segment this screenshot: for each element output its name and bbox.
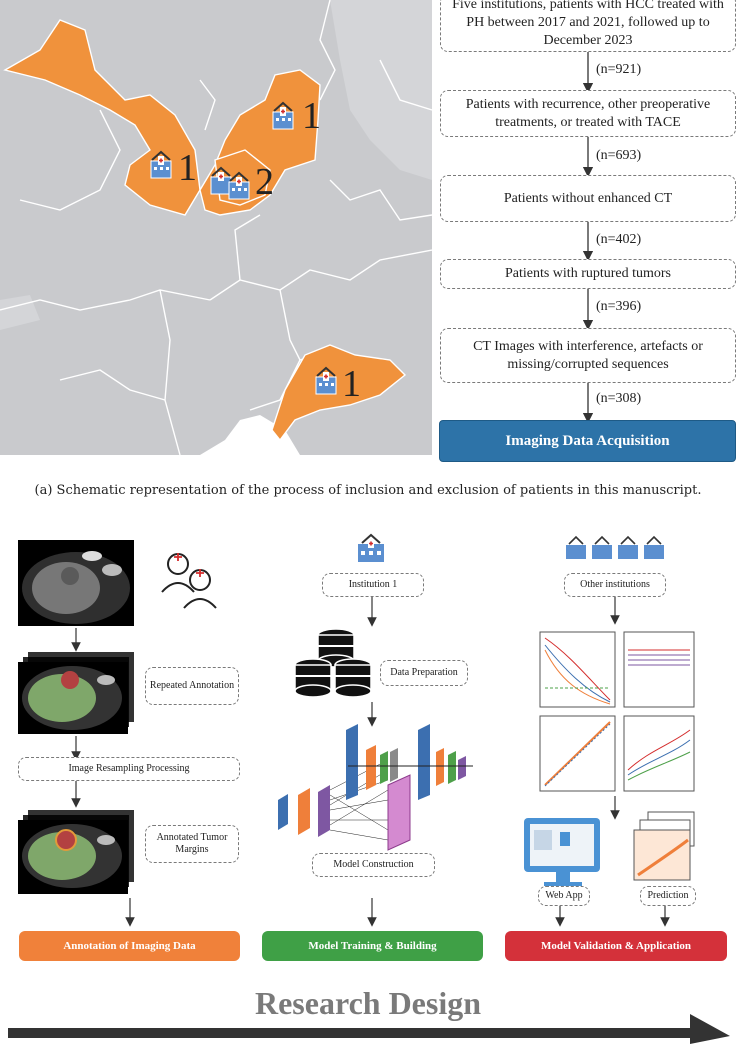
count-2: (n=693) [596, 148, 642, 163]
hospital-icon-3 [210, 166, 232, 195]
stage-validation: Model Validation & Application [505, 931, 727, 961]
other-institutions-box: Other institutions [564, 573, 666, 597]
repeated-annotation-box: Repeated Annotation [145, 667, 239, 705]
web-app-box: Web App [538, 886, 590, 906]
resampling-box: Image Resampling Processing [18, 757, 240, 781]
hospital-icon-2 [150, 150, 172, 179]
flow-step-4: Patients with ruptured tumors [440, 259, 736, 289]
research-design-title: Research Design [254, 985, 482, 1021]
design-arrow [8, 1014, 730, 1044]
ct-scan-margins-stack [18, 810, 134, 894]
hospital-icon-1 [272, 101, 294, 130]
hospital-icon-5 [315, 366, 337, 395]
validation-column-graphics [524, 535, 695, 927]
count-3: (n=402) [596, 232, 642, 247]
flow-step-1: Five institutions, patients with HCC tre… [440, 0, 736, 52]
flow-connectors [582, 52, 594, 424]
web-app-monitor-icon [524, 818, 600, 886]
flow-step-2: Patients with recurrence, other preopera… [440, 90, 736, 137]
prediction-plots-icon [633, 811, 695, 881]
map-base [0, 0, 432, 455]
stage-annotation: Annotation of Imaging Data [19, 931, 240, 961]
count-1: (n=921) [596, 62, 642, 77]
institution-count-3: 2 [255, 161, 274, 203]
flow-step-5: CT Images with interference, artefacts o… [440, 328, 736, 383]
institution-count-4: 1 [342, 363, 361, 405]
institution-count-2: 1 [178, 147, 197, 189]
ct-scan-raw [18, 540, 134, 626]
hospital-icon-4 [228, 171, 250, 200]
institution-count-1: 1 [302, 95, 321, 137]
doctors-icon [161, 553, 217, 609]
database-icon [294, 628, 372, 698]
institutions-icon [566, 535, 664, 559]
flow-step-3: Patients without enhanced CT [440, 175, 736, 222]
annotation-column-graphics [18, 540, 217, 927]
institution-1-box: Institution 1 [322, 573, 424, 597]
ct-scan-annotated-stack [18, 652, 134, 734]
margins-box: Annotated Tumor Margins [145, 825, 239, 863]
count-4: (n=396) [596, 299, 642, 314]
data-preparation-box: Data Preparation [380, 660, 468, 686]
prediction-box: Prediction [640, 886, 696, 906]
model-column-graphics [278, 533, 473, 927]
stage-model: Model Training & Building [262, 931, 483, 961]
institution-building-icon [358, 533, 384, 562]
count-5: (n=308) [596, 391, 642, 406]
model-construction-box: Model Construction [312, 853, 435, 877]
china-map [0, 0, 432, 455]
validation-plots [539, 631, 695, 792]
caption-a: (a) Schematic representation of the proc… [34, 483, 702, 498]
network-diagram [278, 724, 473, 851]
imaging-data-acquisition: Imaging Data Acquisition [439, 420, 736, 462]
